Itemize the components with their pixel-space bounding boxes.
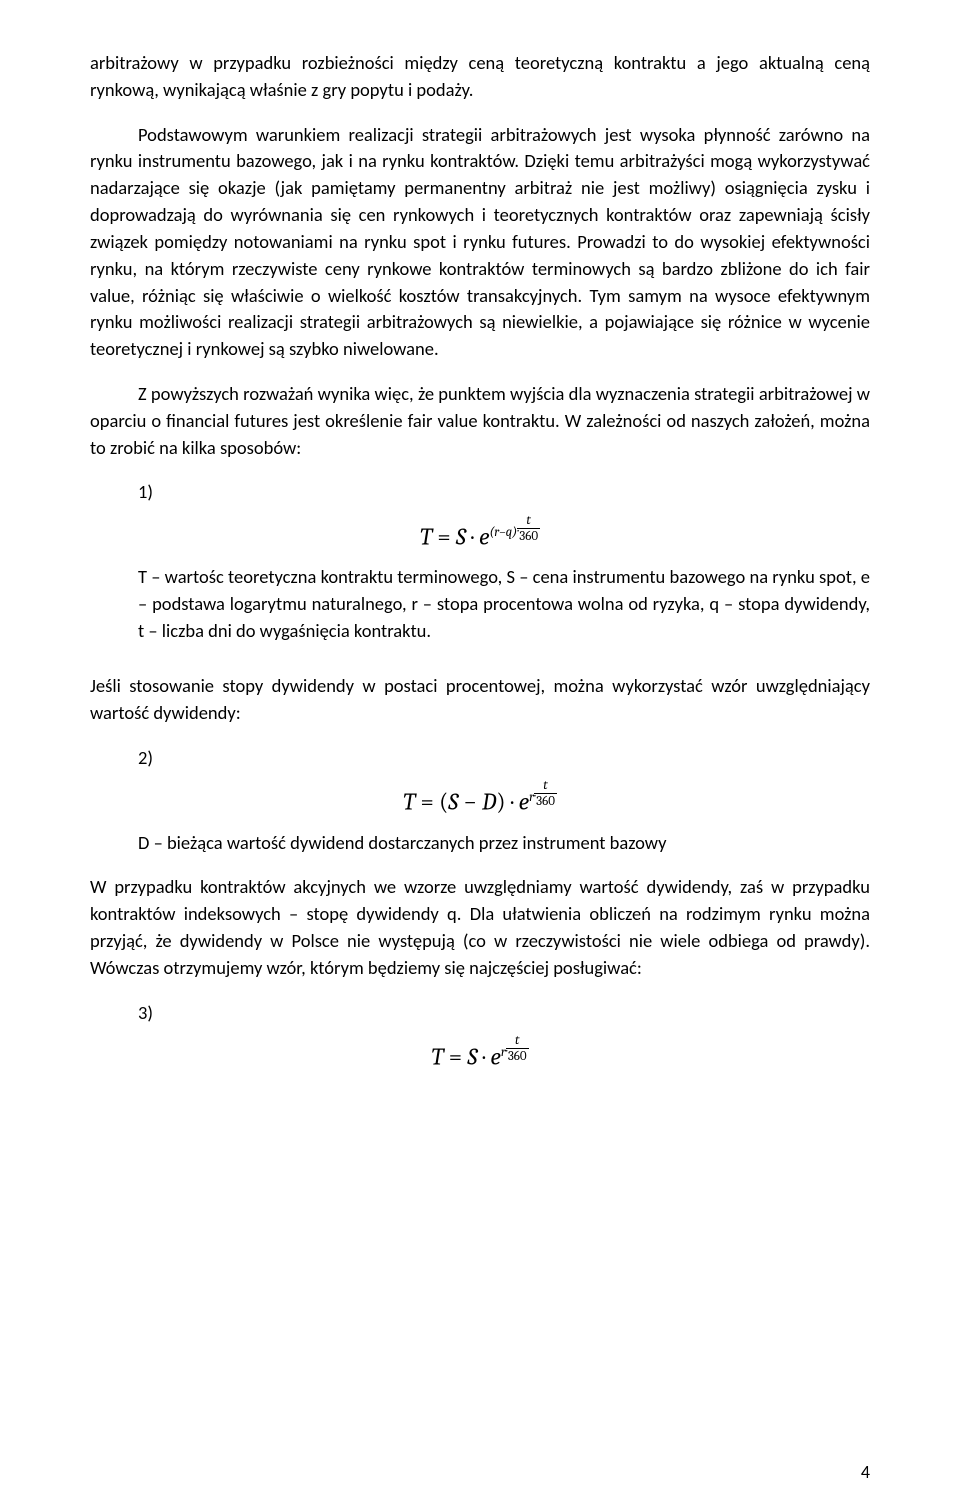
formula2-open: (: [439, 788, 448, 816]
formula3-eq: =: [449, 1043, 462, 1071]
formula-3: T = S · er·t360: [90, 1034, 870, 1074]
formula-2: T = (S − D) · er·t360: [90, 779, 870, 819]
formula2-frac: t360: [534, 779, 557, 808]
page-number: 4: [861, 1459, 870, 1485]
formula1-frac-den: 360: [517, 529, 540, 543]
formula3-frac-den: 360: [506, 1049, 529, 1063]
paragraph-1: arbitrażowy w przypadku rozbieżności mię…: [90, 50, 870, 104]
formula2-close: ): [496, 788, 505, 816]
formula1-e: e: [479, 523, 489, 551]
description-2: D – bieżąca wartość dywidend dostarczany…: [138, 830, 870, 857]
formula1-S: S: [456, 523, 466, 551]
formula1-dot: ·: [471, 523, 474, 551]
list-number-3: 3): [138, 1000, 870, 1027]
document-page: arbitrażowy w przypadku rozbieżności mię…: [0, 0, 960, 1509]
formula1-frac-num: t: [517, 514, 540, 529]
formula-1: T = S · e(r−q)·t360: [90, 514, 870, 554]
formula1-exp-prefix: (r−q)·: [489, 525, 517, 540]
description-1: T – wartośc teoretyczna kontraktu termin…: [138, 564, 870, 644]
formula1-exp: (r−q)·t360: [489, 525, 540, 540]
paragraph-2: Podstawowym warunkiem realizacji strateg…: [90, 122, 870, 363]
formula2-frac-num: t: [534, 779, 557, 794]
formula3-frac-num: t: [506, 1034, 529, 1049]
formula3-frac: t360: [506, 1034, 529, 1063]
formula2-eq: =: [420, 788, 433, 816]
formula3-S: S: [467, 1043, 477, 1071]
paragraph-5: W przypadku kontraktów akcyjnych we wzor…: [90, 874, 870, 981]
formula2-S: S: [448, 788, 458, 816]
list-number-1: 1): [138, 479, 870, 506]
formula3-exp: r·t360: [501, 1045, 529, 1060]
paragraph-3: Z powyższych rozważań wynika więc, że pu…: [90, 381, 870, 461]
formula3-dot: ·: [483, 1043, 486, 1071]
paragraph-4: Jeśli stosowanie stopy dywidendy w posta…: [90, 673, 870, 727]
formula2-exp: r·t360: [529, 790, 557, 805]
formula2-frac-den: 360: [534, 794, 557, 808]
formula1-T: T: [420, 523, 432, 551]
formula3-e: e: [490, 1043, 500, 1071]
formula2-dot: ·: [511, 788, 514, 816]
list-number-2: 2): [138, 745, 870, 772]
formula2-minus: −: [463, 788, 476, 816]
formula3-T: T: [431, 1043, 443, 1071]
formula2-T: T: [403, 788, 415, 816]
formula2-D: D: [482, 788, 496, 816]
formula2-e: e: [519, 788, 529, 816]
formula1-frac: t360: [517, 514, 540, 543]
formula1-eq: =: [437, 523, 450, 551]
